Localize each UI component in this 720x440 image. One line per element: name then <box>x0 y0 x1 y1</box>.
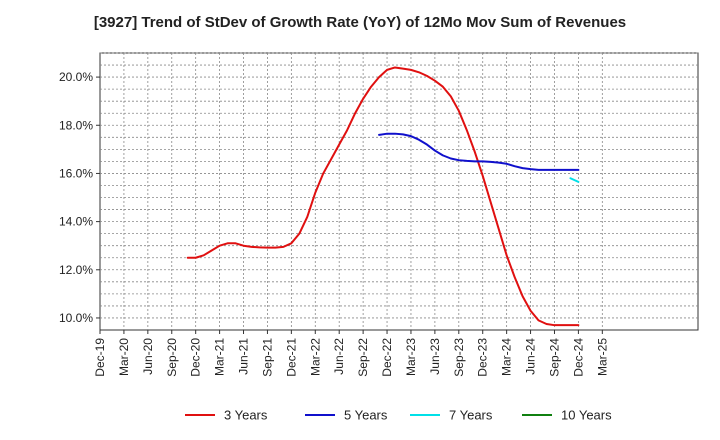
x-tick-label: Dec-22 <box>380 338 394 377</box>
legend-label: 7 Years <box>449 408 493 423</box>
legend-item-10-years[interactable]: 10 Years <box>522 408 612 423</box>
series-line-5-years <box>378 132 580 171</box>
x-tick-label: Dec-20 <box>189 338 203 377</box>
x-tick-label: Mar-22 <box>308 338 322 376</box>
legend-item-5-years[interactable]: 5 Years <box>305 408 388 423</box>
x-tick-label: Sep-21 <box>260 338 274 377</box>
x-tick-label: Mar-24 <box>500 338 514 376</box>
series-line-3-years <box>186 66 580 327</box>
legend: 3 Years 5 Years 7 Years 10 Years <box>185 408 612 423</box>
legend-label: 10 Years <box>561 408 612 423</box>
x-tick-label: Mar-20 <box>117 338 131 376</box>
legend-item-3-years[interactable]: 3 Years <box>185 408 268 423</box>
x-tick-label: Sep-23 <box>452 338 466 377</box>
x-tick-label: Mar-21 <box>213 338 227 376</box>
x-tick-label: Dec-24 <box>571 338 585 377</box>
series-layer <box>186 66 580 327</box>
plot-area <box>99 52 699 331</box>
x-tick-label: Mar-23 <box>404 338 418 376</box>
x-tick-label: Sep-24 <box>547 338 561 377</box>
x-tick-label: Sep-22 <box>356 338 370 377</box>
legend-item-7-years[interactable]: 7 Years <box>410 408 493 423</box>
x-tick-label: Jun-21 <box>237 338 251 375</box>
y-tick-label: 16.0% <box>59 166 93 180</box>
y-tick-label: 20.0% <box>59 70 93 84</box>
x-tick-label: Dec-21 <box>284 338 298 377</box>
series-line-7-years <box>569 177 580 183</box>
x-axis-ticks: Dec-19 Mar-20 Jun-20 Sep-20 Dec-20 Mar-21 Jun-… <box>93 330 609 377</box>
x-tick-label: Jun-20 <box>141 338 155 375</box>
x-tick-label: Dec-23 <box>476 338 490 377</box>
y-tick-label: 10.0% <box>59 311 93 325</box>
y-tick-label: 12.0% <box>59 263 93 277</box>
y-tick-label: 14.0% <box>59 215 93 229</box>
y-axis-ticks: 10.0% 12.0% 14.0% 16.0% 18.0% 20.0% <box>59 70 100 325</box>
x-tick-label: Dec-19 <box>93 338 107 377</box>
x-tick-label: Sep-20 <box>165 338 179 377</box>
x-tick-label: Jun-22 <box>332 338 346 375</box>
legend-label: 5 Years <box>344 408 388 423</box>
x-tick-label: Jun-23 <box>428 338 442 375</box>
legend-label: 3 Years <box>224 408 268 423</box>
chart-title: [3927] Trend of StDev of Growth Rate (Yo… <box>93 14 627 31</box>
y-tick-label: 18.0% <box>59 118 93 132</box>
x-tick-label: Jun-24 <box>524 338 538 375</box>
x-tick-label: Mar-25 <box>595 338 609 376</box>
